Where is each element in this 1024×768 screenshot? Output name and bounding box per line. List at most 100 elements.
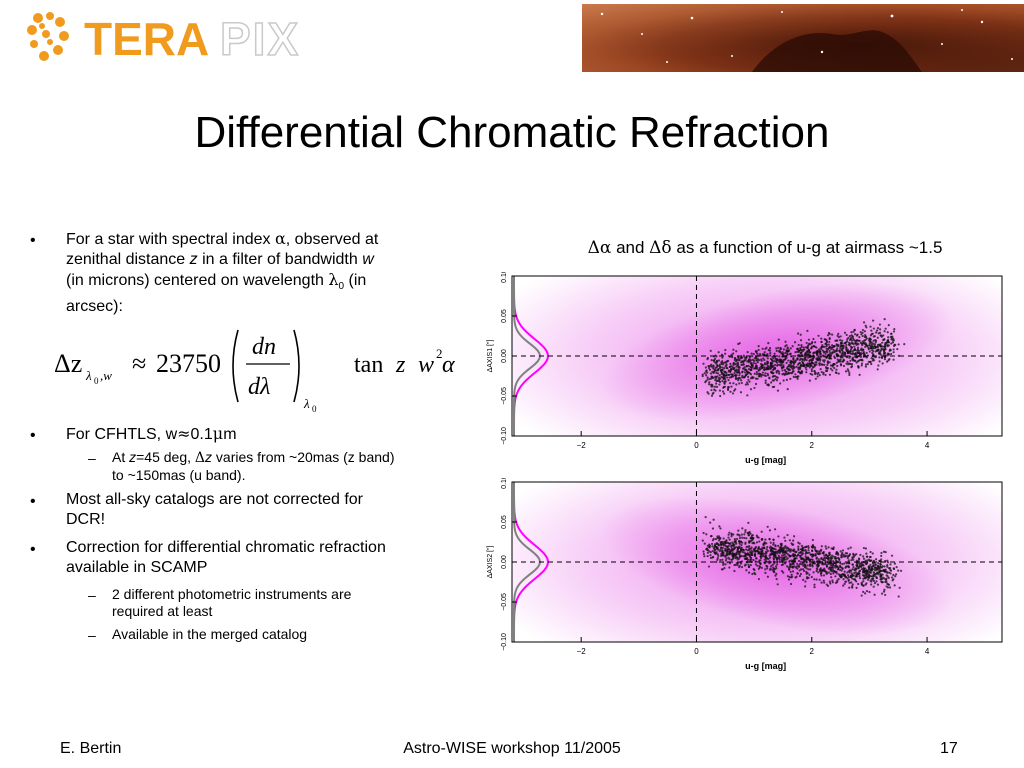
scatter-point — [738, 542, 741, 545]
scatter-point — [837, 332, 840, 335]
scatter-point — [819, 356, 822, 359]
scatter-point — [814, 361, 817, 364]
scatter-point — [823, 554, 826, 557]
scatter-point — [728, 558, 731, 561]
scatter-point — [769, 541, 772, 544]
scatter-point — [824, 545, 827, 548]
scatter-point — [781, 351, 784, 354]
scatter-point — [728, 542, 731, 545]
scatter-point — [892, 351, 895, 354]
scatter-point — [729, 362, 732, 365]
scatter-point — [824, 366, 828, 369]
scatter-point — [886, 575, 889, 578]
scatter-point — [828, 340, 831, 344]
scatter-point — [779, 361, 782, 364]
scatter-point — [856, 567, 860, 570]
scatter-point — [775, 375, 778, 379]
scatter-point — [770, 365, 773, 368]
scatter-point — [855, 361, 858, 364]
scatter-point — [732, 382, 735, 385]
scatter-point — [828, 361, 831, 364]
scatter-point — [871, 552, 874, 555]
scatter-point — [759, 555, 762, 558]
scatter-point — [724, 365, 727, 368]
scatter-point — [723, 549, 727, 552]
scatter-point — [722, 392, 726, 395]
scatter-point — [862, 350, 865, 353]
scatter-point — [826, 572, 829, 575]
scatter-point — [843, 562, 846, 565]
scatter-point — [744, 529, 747, 532]
scatter-point — [728, 538, 731, 541]
scatter-point — [792, 375, 795, 378]
scatter-point — [839, 575, 842, 578]
scatter-point — [887, 324, 890, 327]
scatter-point — [830, 547, 833, 550]
scatter-point — [799, 348, 802, 351]
scatter-point — [776, 583, 779, 586]
scatter-point — [811, 373, 814, 376]
scatter-point — [820, 556, 823, 560]
scatter-point — [791, 364, 795, 367]
scatter-point — [701, 373, 704, 376]
scatter-point — [764, 381, 767, 384]
scatter-point — [858, 373, 861, 376]
scatter-point — [887, 344, 891, 347]
scatter-point — [737, 552, 740, 556]
scatter-point — [819, 570, 822, 573]
scatter-point — [851, 335, 854, 338]
scatter-point — [855, 586, 858, 589]
scatter-point — [746, 383, 749, 386]
scatter-point — [864, 363, 868, 366]
scatter-point — [845, 362, 848, 365]
scatter-point — [703, 372, 706, 375]
svg-text:λ: λ — [303, 396, 310, 411]
scatter-point — [821, 568, 824, 572]
scatter-point — [796, 332, 800, 335]
scatter-point — [806, 347, 809, 350]
scatter-point — [803, 563, 806, 566]
scatter-point — [761, 555, 764, 558]
scatter-point — [757, 577, 761, 581]
scatter-point — [766, 549, 769, 553]
scatter-point — [721, 356, 724, 359]
scatter-point — [861, 563, 864, 567]
scatter-point — [806, 353, 809, 356]
scatter-point — [869, 334, 872, 337]
scatter-point — [793, 558, 796, 561]
scatter-point — [794, 351, 797, 354]
scatter-point — [735, 362, 738, 365]
scatter-point — [722, 363, 725, 366]
scatter-point — [835, 557, 838, 560]
scatter-point — [765, 557, 768, 560]
scatter-point — [761, 371, 764, 374]
scatter-point — [808, 363, 812, 366]
scatter-point — [831, 365, 834, 368]
scatter-point — [885, 580, 888, 583]
scatter-point — [869, 579, 872, 582]
scatter-point — [837, 553, 840, 556]
scatter-point — [778, 560, 782, 563]
scatter-point — [755, 534, 758, 537]
scatter-point — [860, 342, 864, 345]
scatter-point — [864, 559, 867, 562]
scatter-point — [786, 352, 789, 355]
scatter-point — [796, 357, 799, 360]
scatter-point — [727, 373, 730, 377]
scatter-point — [793, 341, 797, 344]
x-tick-label: −2 — [577, 647, 587, 656]
scatter-point — [768, 568, 772, 571]
scatter-point — [838, 350, 841, 353]
svg-text:tan: tan — [354, 352, 383, 378]
scatter-point — [782, 571, 785, 574]
scatter-point — [761, 373, 764, 377]
scatter-point — [850, 581, 853, 584]
scatter-point — [773, 385, 776, 388]
scatter-point — [804, 363, 807, 366]
scatter-point — [857, 582, 860, 586]
scatter-point — [853, 572, 856, 575]
scatter-point — [707, 383, 711, 386]
scatter-point — [866, 578, 870, 581]
scatter-point — [711, 385, 714, 388]
scatter-point — [883, 330, 886, 333]
